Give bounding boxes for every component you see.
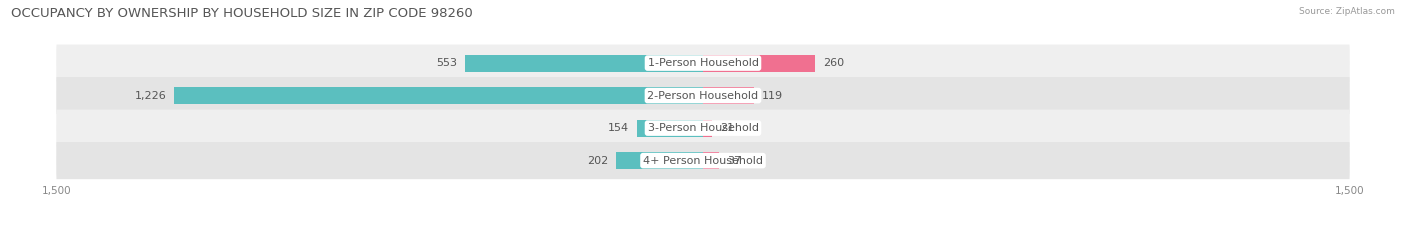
Text: 3-Person Household: 3-Person Household	[648, 123, 758, 133]
FancyBboxPatch shape	[56, 77, 1350, 114]
FancyBboxPatch shape	[56, 110, 1350, 147]
Text: 154: 154	[607, 123, 628, 133]
Bar	[703, 87, 754, 104]
Text: 1-Person Household: 1-Person Household	[648, 58, 758, 68]
Text: 119: 119	[762, 91, 783, 101]
Text: 2-Person Household: 2-Person Household	[647, 91, 759, 101]
Bar	[464, 55, 703, 72]
Text: OCCUPANCY BY OWNERSHIP BY HOUSEHOLD SIZE IN ZIP CODE 98260: OCCUPANCY BY OWNERSHIP BY HOUSEHOLD SIZE…	[11, 7, 472, 20]
Text: 21: 21	[720, 123, 734, 133]
Text: Source: ZipAtlas.com: Source: ZipAtlas.com	[1299, 7, 1395, 16]
Text: 37: 37	[727, 156, 741, 166]
FancyBboxPatch shape	[56, 142, 1350, 179]
Text: 1,226: 1,226	[135, 91, 167, 101]
Bar	[174, 87, 703, 104]
Bar	[703, 120, 711, 137]
Text: 553: 553	[436, 58, 457, 68]
Legend: Owner-occupied, Renter-occupied: Owner-occupied, Renter-occupied	[588, 230, 818, 233]
Text: 260: 260	[823, 58, 844, 68]
Text: 202: 202	[586, 156, 609, 166]
Bar	[703, 152, 718, 169]
Text: 4+ Person Household: 4+ Person Household	[643, 156, 763, 166]
Bar	[703, 55, 815, 72]
Bar	[637, 120, 703, 137]
FancyBboxPatch shape	[56, 45, 1350, 82]
Bar	[616, 152, 703, 169]
